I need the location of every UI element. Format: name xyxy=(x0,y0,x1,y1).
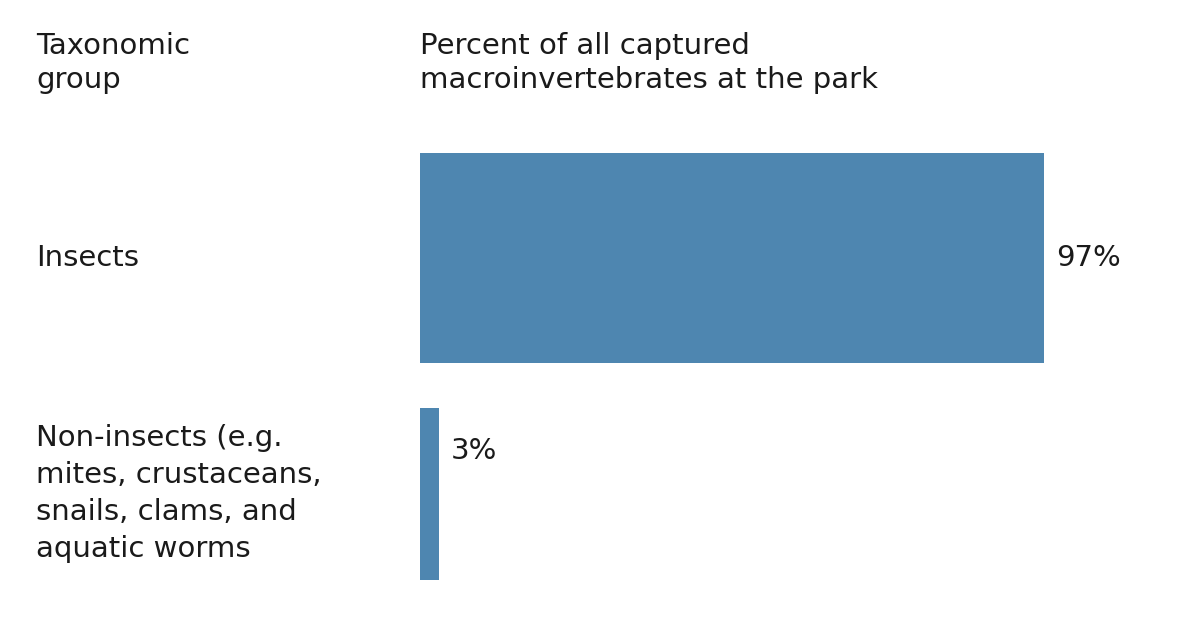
Bar xyxy=(420,153,1044,363)
Text: Percent of all captured
macroinvertebrates at the park: Percent of all captured macroinvertebrat… xyxy=(420,32,878,94)
Bar xyxy=(420,408,439,580)
Text: 3%: 3% xyxy=(451,437,498,464)
Text: Insects: Insects xyxy=(36,244,139,272)
Text: Non-insects (e.g.
mites, crustaceans,
snails, clams, and
aquatic worms: Non-insects (e.g. mites, crustaceans, sn… xyxy=(36,424,322,563)
Text: 97%: 97% xyxy=(1056,244,1121,272)
Text: Taxonomic
group: Taxonomic group xyxy=(36,32,190,94)
